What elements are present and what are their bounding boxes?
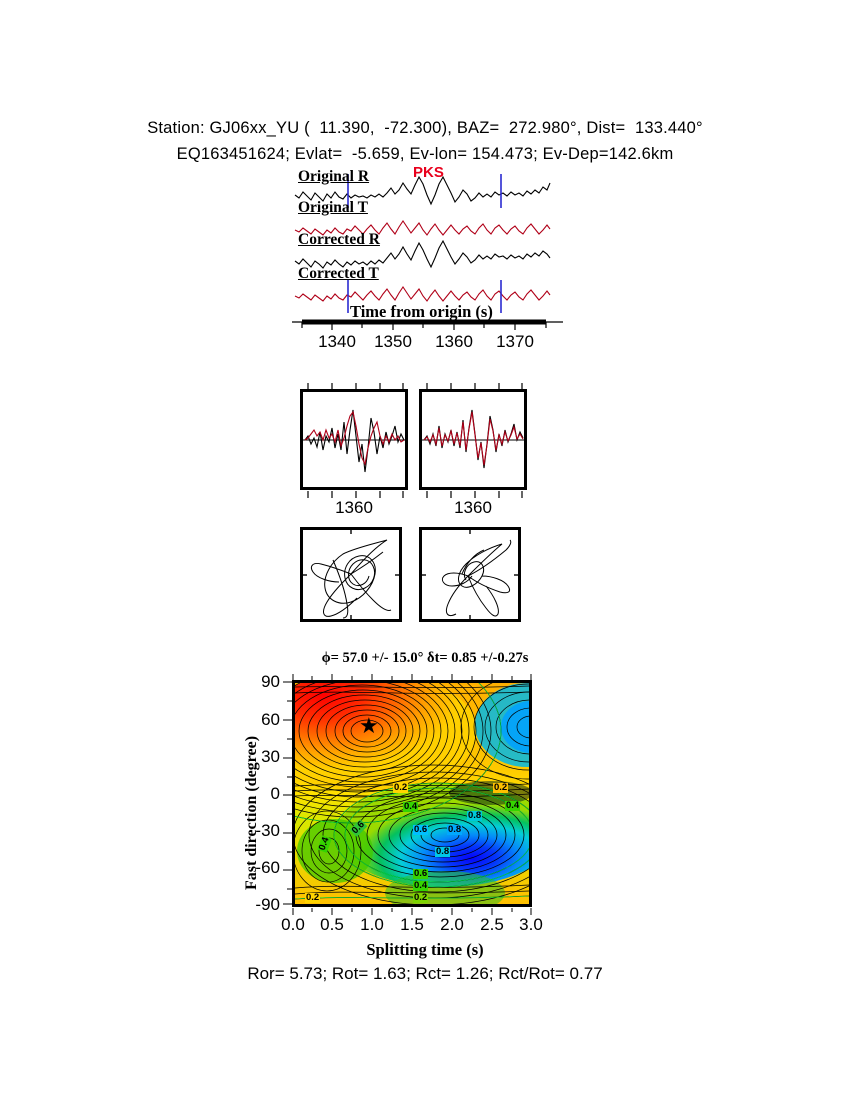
fast-slow-traces-left	[303, 409, 405, 473]
panel-left-xtick: 1360	[335, 498, 373, 517]
contour-label-0p6-b: 0.6	[413, 824, 429, 835]
event-info-line: EQ163451624; Evlat= -5.659, Ev-lon= 154.…	[176, 145, 674, 163]
waveform-traces	[294, 174, 551, 313]
contour-bottom-ticks	[292, 908, 532, 915]
contour-ytick-30: 30	[261, 747, 280, 766]
contour-label-0p2-b: 0.2	[493, 782, 509, 793]
contour-xtick-0p5: 0.5	[320, 915, 344, 934]
contour-ytick-90: 90	[261, 672, 280, 691]
panel-left-top-ticks	[307, 383, 404, 390]
contour-xtick-3p0: 3.0	[519, 915, 543, 934]
contour-xtick-1p0: 1.0	[360, 915, 384, 934]
contour-label-0p2-d: 0.2	[305, 892, 321, 903]
contour-ytick-60: 60	[261, 710, 280, 729]
contour-label-0p2-a: 0.2	[393, 782, 409, 793]
fast-slow-panel-uncorrected	[300, 389, 408, 490]
hodogram-after-curve	[441, 539, 512, 617]
hodogram-before	[300, 527, 402, 622]
trace-label-corrected-t: Corrected T	[298, 265, 379, 282]
panel-right-top-ticks	[426, 383, 523, 390]
contour-xlabel: Splitting time (s)	[366, 940, 484, 959]
contour-ytick-m90: -90	[255, 895, 280, 914]
panel-left-bottom-ticks	[307, 491, 404, 498]
best-fit-star-marker: ★	[359, 713, 379, 738]
contour-ytick-0: 0	[270, 784, 280, 803]
splitting-parameters-title: ϕ= 57.0 +/- 15.0° δt= 0.85 +/-0.27s	[321, 650, 529, 666]
contour-label-0p6-c: 0.6	[413, 868, 429, 879]
contour-label-0p8-a: 0.8	[447, 824, 463, 835]
contour-label-0p2-c: 0.2	[413, 892, 429, 903]
fast-slow-panel-corrected	[419, 389, 527, 490]
contour-label-0p4-b: 0.4	[505, 800, 521, 811]
hodogram-after	[419, 527, 521, 622]
contour-ytick-m60: -60	[255, 858, 280, 877]
quality-stats-line: Ror= 5.73; Rot= 1.63; Rct= 1.26; Rct/Rot…	[247, 964, 603, 983]
contour-surface: ★ 0.2 0.2 0.4 0.4 0.6 0.6 0.8 0.8 0.8 0.…	[292, 680, 532, 907]
contour-xtick-2p5: 2.5	[480, 915, 504, 934]
contour-label-0p4-d: 0.4	[413, 880, 429, 891]
panel-right-bottom-ticks	[426, 491, 523, 498]
time-axis-title: Time from origin (s)	[350, 302, 493, 321]
trace-label-original-r: Original R	[298, 168, 370, 185]
contour-xtick-2p0: 2.0	[440, 915, 464, 934]
contour-surface-svg	[295, 683, 529, 904]
contour-xtick-1p5: 1.5	[400, 915, 424, 934]
contour-label-0p8-b: 0.8	[467, 810, 483, 821]
contour-ytick-m30: -30	[255, 821, 280, 840]
contour-left-ticks	[283, 681, 292, 905]
phase-marker-pks: PKS	[413, 164, 444, 181]
time-axis	[292, 319, 563, 330]
time-tick-1350: 1350	[374, 332, 412, 351]
trace-label-corrected-r: Corrected R	[298, 231, 380, 248]
time-tick-1370: 1370	[496, 332, 534, 351]
time-tick-1360: 1360	[435, 332, 473, 351]
contour-top-ticks	[292, 674, 532, 680]
contour-label-0p4-a: 0.4	[403, 801, 419, 812]
time-tick-1340: 1340	[318, 332, 356, 351]
panel-right-xtick: 1360	[454, 498, 492, 517]
trace-label-original-t: Original T	[298, 199, 368, 216]
hodogram-before-curve	[310, 539, 392, 619]
station-info-line: Station: GJ06xx_YU ( 11.390, -72.300), B…	[147, 119, 703, 137]
contour-label-0p8-c: 0.8	[435, 846, 451, 857]
contour-xtick-0p0: 0.0	[281, 915, 305, 934]
fast-slow-traces-right	[422, 409, 524, 469]
